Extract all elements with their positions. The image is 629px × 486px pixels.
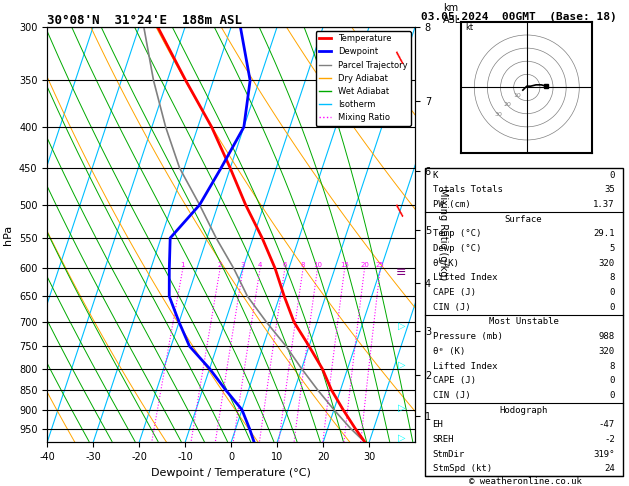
Text: CAPE (J): CAPE (J) bbox=[433, 376, 476, 385]
X-axis label: Dewpoint / Temperature (°C): Dewpoint / Temperature (°C) bbox=[151, 468, 311, 478]
Text: km
ASL: km ASL bbox=[443, 3, 461, 25]
Text: 0: 0 bbox=[610, 391, 615, 400]
Text: 29.1: 29.1 bbox=[593, 229, 615, 238]
Text: Lifted Index: Lifted Index bbox=[433, 274, 497, 282]
Text: 0: 0 bbox=[610, 303, 615, 312]
Text: 15: 15 bbox=[340, 262, 349, 268]
Text: 320: 320 bbox=[599, 347, 615, 356]
Text: 1: 1 bbox=[181, 262, 185, 268]
Text: 0: 0 bbox=[610, 288, 615, 297]
Text: StmSpd (kt): StmSpd (kt) bbox=[433, 465, 492, 473]
Text: θᵉ (K): θᵉ (K) bbox=[433, 347, 465, 356]
Legend: Temperature, Dewpoint, Parcel Trajectory, Dry Adiabat, Wet Adiabat, Isotherm, Mi: Temperature, Dewpoint, Parcel Trajectory… bbox=[316, 31, 411, 125]
Text: SREH: SREH bbox=[433, 435, 454, 444]
Text: 319°: 319° bbox=[593, 450, 615, 459]
Text: 5: 5 bbox=[610, 244, 615, 253]
Text: 6: 6 bbox=[282, 262, 287, 268]
Text: CAPE (J): CAPE (J) bbox=[433, 288, 476, 297]
Text: CIN (J): CIN (J) bbox=[433, 391, 470, 400]
Text: /: / bbox=[394, 51, 409, 66]
Text: Surface: Surface bbox=[505, 215, 542, 224]
Text: 30°08'N  31°24'E  188m ASL: 30°08'N 31°24'E 188m ASL bbox=[47, 14, 242, 27]
Text: 988: 988 bbox=[599, 332, 615, 341]
Text: ▷: ▷ bbox=[398, 360, 405, 369]
Text: 8: 8 bbox=[301, 262, 305, 268]
Text: 0: 0 bbox=[610, 376, 615, 385]
Text: ≡: ≡ bbox=[396, 266, 406, 278]
Text: 25: 25 bbox=[376, 262, 385, 268]
Text: Totals Totals: Totals Totals bbox=[433, 185, 503, 194]
Text: 1.37: 1.37 bbox=[593, 200, 615, 209]
Text: Dewp (°C): Dewp (°C) bbox=[433, 244, 481, 253]
Text: 20: 20 bbox=[504, 103, 512, 107]
Text: EH: EH bbox=[433, 420, 443, 429]
Text: 4: 4 bbox=[258, 262, 262, 268]
Text: 320: 320 bbox=[599, 259, 615, 268]
Text: 20: 20 bbox=[360, 262, 369, 268]
Y-axis label: Mixing Ratio (g/kg): Mixing Ratio (g/kg) bbox=[438, 189, 448, 280]
Text: © weatheronline.co.uk: © weatheronline.co.uk bbox=[469, 477, 582, 486]
Text: ▷: ▷ bbox=[398, 321, 405, 330]
Text: StmDir: StmDir bbox=[433, 450, 465, 459]
Y-axis label: hPa: hPa bbox=[3, 225, 13, 244]
Text: ▷: ▷ bbox=[398, 433, 405, 442]
Text: 3: 3 bbox=[241, 262, 245, 268]
Text: θᵉ(K): θᵉ(K) bbox=[433, 259, 459, 268]
Text: 35: 35 bbox=[604, 185, 615, 194]
Text: Hodograph: Hodograph bbox=[499, 406, 548, 415]
Text: 2: 2 bbox=[218, 262, 222, 268]
Text: 0: 0 bbox=[610, 171, 615, 179]
Text: 10: 10 bbox=[313, 262, 322, 268]
Text: Temp (°C): Temp (°C) bbox=[433, 229, 481, 238]
Text: Pressure (mb): Pressure (mb) bbox=[433, 332, 503, 341]
Text: Lifted Index: Lifted Index bbox=[433, 362, 497, 370]
Text: /: / bbox=[394, 204, 409, 219]
Text: -2: -2 bbox=[604, 435, 615, 444]
Text: 8: 8 bbox=[610, 362, 615, 370]
Text: -47: -47 bbox=[599, 420, 615, 429]
Text: CIN (J): CIN (J) bbox=[433, 303, 470, 312]
Text: K: K bbox=[433, 171, 438, 179]
Text: 8: 8 bbox=[610, 274, 615, 282]
Text: Most Unstable: Most Unstable bbox=[489, 317, 559, 327]
Text: 30: 30 bbox=[494, 112, 503, 117]
Text: 24: 24 bbox=[604, 465, 615, 473]
Text: PW (cm): PW (cm) bbox=[433, 200, 470, 209]
Text: 10: 10 bbox=[513, 93, 521, 98]
Text: ▷: ▷ bbox=[398, 403, 405, 413]
Text: kt: kt bbox=[465, 23, 473, 32]
Text: 03.05.2024  00GMT  (Base: 18): 03.05.2024 00GMT (Base: 18) bbox=[421, 12, 617, 22]
